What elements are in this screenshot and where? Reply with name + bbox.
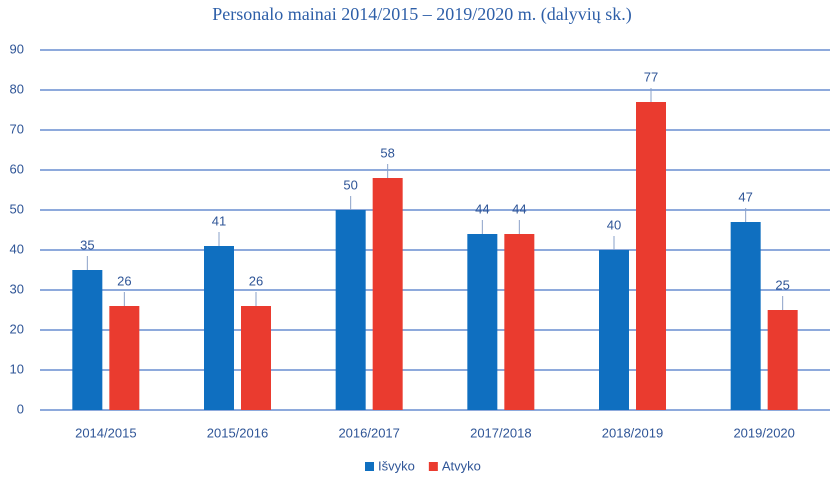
x-tick-label: 2019/2020 bbox=[733, 425, 794, 440]
chart-title: Personalo mainai 2014/2015 – 2019/2020 m… bbox=[212, 4, 631, 25]
bar bbox=[467, 234, 498, 410]
bar bbox=[730, 222, 761, 410]
y-tick-label: 50 bbox=[10, 201, 24, 216]
data-label: 50 bbox=[343, 177, 357, 192]
data-label: 35 bbox=[80, 237, 94, 252]
data-label: 44 bbox=[475, 201, 489, 216]
bar bbox=[599, 250, 629, 410]
bar bbox=[335, 210, 366, 410]
bar bbox=[72, 270, 103, 410]
data-label: 58 bbox=[380, 145, 394, 160]
bar bbox=[204, 246, 234, 410]
y-tick-label: 90 bbox=[10, 41, 24, 56]
data-label: 26 bbox=[117, 273, 131, 288]
legend-swatch bbox=[365, 462, 374, 471]
y-tick-label: 60 bbox=[10, 161, 24, 176]
y-tick-label: 20 bbox=[10, 321, 24, 336]
data-label: 47 bbox=[738, 189, 752, 204]
data-label: 40 bbox=[607, 217, 621, 232]
y-tick-label: 10 bbox=[10, 361, 24, 376]
y-tick-label: 70 bbox=[10, 121, 24, 136]
y-tick-label: 30 bbox=[10, 281, 24, 296]
data-label: 25 bbox=[775, 277, 789, 292]
bar bbox=[109, 306, 140, 410]
data-label: 41 bbox=[212, 213, 226, 228]
y-tick-label: 80 bbox=[10, 81, 24, 96]
bar bbox=[636, 102, 666, 410]
legend-label: Išvyko bbox=[378, 458, 415, 473]
bar bbox=[767, 310, 798, 410]
bar bbox=[372, 178, 403, 410]
data-label: 77 bbox=[644, 69, 658, 84]
bar bbox=[504, 234, 535, 410]
data-label: 44 bbox=[512, 201, 526, 216]
bar bbox=[241, 306, 271, 410]
y-tick-label: 0 bbox=[17, 401, 24, 416]
x-tick-label: 2017/2018 bbox=[470, 425, 531, 440]
data-label: 26 bbox=[249, 273, 263, 288]
legend-label: Atvyko bbox=[442, 458, 481, 473]
x-tick-label: 2015/2016 bbox=[207, 425, 268, 440]
legend-swatch bbox=[428, 462, 438, 471]
x-tick-label: 2014/2015 bbox=[75, 425, 136, 440]
x-tick-label: 2018/2019 bbox=[602, 425, 663, 440]
y-tick-label: 40 bbox=[10, 241, 24, 256]
x-tick-label: 2016/2017 bbox=[338, 425, 399, 440]
